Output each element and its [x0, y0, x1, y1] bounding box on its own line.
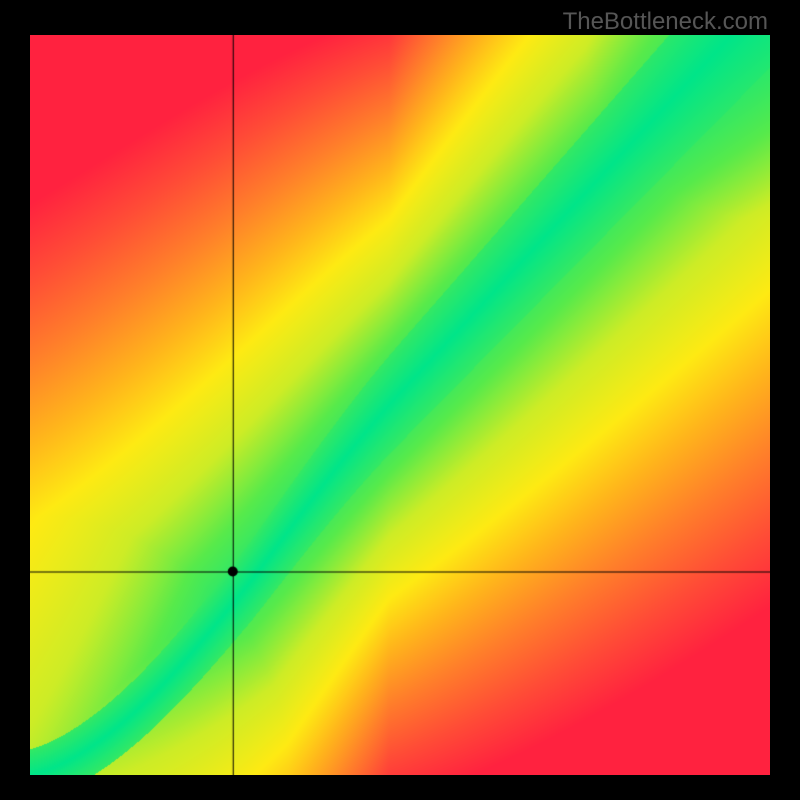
bottleneck-heatmap [30, 35, 770, 775]
watermark-text: TheBottleneck.com [563, 8, 768, 36]
chart-container: TheBottleneck.com [0, 0, 800, 800]
